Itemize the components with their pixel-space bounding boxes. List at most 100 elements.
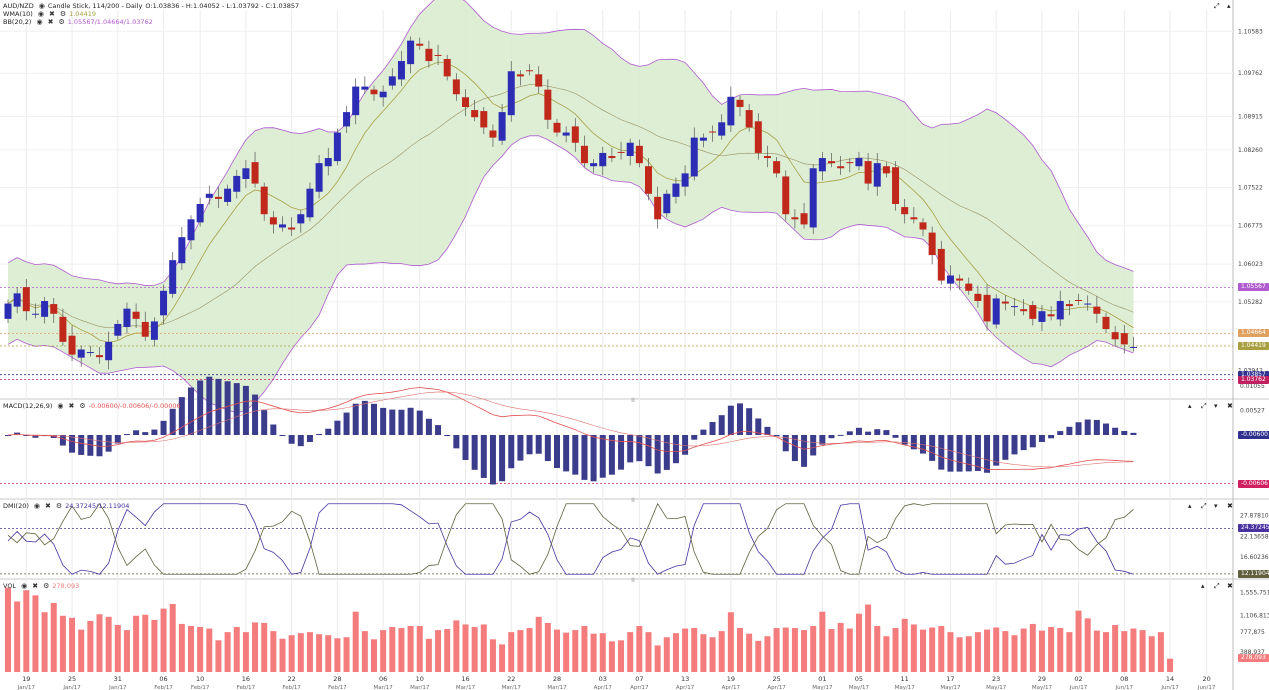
volume-bar (535, 616, 542, 672)
volume-bar (425, 638, 432, 672)
volume-tick-label: 388,937 (1240, 649, 1265, 656)
close-icon[interactable]: ✖ (47, 18, 54, 26)
dmi-label: DMI(20) (3, 502, 29, 510)
close-icon[interactable]: ✖ (44, 502, 51, 510)
volume-bar (87, 620, 94, 672)
volume-bar (1093, 630, 1100, 672)
close-icon[interactable]: ✖ (1227, 582, 1233, 590)
arrow-down-icon[interactable]: ▾ (1214, 402, 1218, 410)
close-icon[interactable]: ✖ (68, 402, 75, 410)
x-tick-month: Mar/17 (547, 685, 567, 690)
gear-icon[interactable]: ⚙ (43, 582, 50, 590)
x-tick-month: Mar/17 (410, 685, 430, 690)
x-tick-day: 13 (681, 675, 689, 683)
macd-signal-line (7, 391, 1134, 468)
volume-bar (398, 628, 405, 672)
macd-histogram-bar (645, 435, 652, 467)
macd-histogram-bar (224, 381, 231, 435)
gear-icon[interactable]: ⚙ (79, 402, 86, 410)
macd-histogram-bar (599, 435, 606, 478)
expand-icon[interactable]: ⤢ (1214, 582, 1220, 590)
close-icon[interactable]: ✖ (1227, 502, 1233, 510)
candle-body (526, 70, 534, 72)
volume-bar (1048, 627, 1055, 672)
volume-bar (984, 629, 991, 672)
macd-histogram-bar (407, 407, 414, 435)
x-tick-day: 01 (818, 675, 826, 683)
vol-header: VOL ◉ ✖ ⚙ 278,093 (3, 582, 82, 590)
volume-bar (700, 634, 707, 672)
dmi-panel[interactable] (0, 502, 1233, 575)
eye-icon[interactable]: ◉ (38, 2, 45, 10)
macd-panel[interactable] (0, 376, 1233, 485)
candle-body (718, 122, 726, 136)
macd-histogram-bar (334, 420, 341, 435)
x-tick-month: Apr/17 (630, 685, 649, 690)
volume-bar (636, 626, 643, 672)
drag-handle-icon: ⁞⁞ (631, 497, 635, 504)
candle-body (736, 99, 744, 107)
volume-bar (334, 638, 341, 672)
volume-bar (114, 624, 121, 672)
eye-icon[interactable]: ◉ (33, 502, 40, 510)
volume-panel[interactable] (5, 587, 1174, 672)
volume-bar (572, 630, 579, 672)
arrow-up-icon[interactable]: ▴ (1227, 2, 1231, 10)
macd-histogram-bar (288, 435, 295, 444)
x-tick-day: 20 (1203, 675, 1211, 683)
arrow-down-icon[interactable]: ▾ (1214, 502, 1218, 510)
expand-icon[interactable]: ⤢ (1201, 502, 1207, 510)
macd-histogram-bar (105, 435, 112, 452)
macd-histogram-bar (883, 430, 890, 435)
expand-icon[interactable]: ⤢ (1214, 2, 1220, 10)
volume-bar (627, 632, 634, 672)
candle-body (452, 79, 460, 95)
volume-bar (105, 616, 112, 672)
candle-body (571, 126, 579, 143)
close-icon[interactable]: ✖ (48, 10, 55, 18)
x-tick-day: 19 (22, 675, 30, 683)
volume-bar (50, 603, 57, 672)
volume-bar (32, 595, 39, 672)
macd-histogram-bar (242, 385, 249, 435)
eye-icon[interactable]: ◉ (36, 18, 43, 26)
candle-body (4, 303, 12, 319)
arrow-up-icon[interactable]: ▴ (1188, 402, 1192, 410)
gear-icon[interactable]: ⚙ (58, 18, 65, 26)
gear-icon[interactable]: ⚙ (59, 10, 67, 18)
macd-histogram-bar (828, 435, 835, 439)
volume-bar (1038, 630, 1045, 672)
candle-body (965, 283, 973, 291)
candle-body (1020, 309, 1028, 312)
expand-icon[interactable]: ⤢ (1201, 402, 1207, 410)
volume-tick-label: 777,875 (1240, 629, 1265, 636)
macd-line (7, 387, 1134, 470)
candle-body (782, 176, 790, 215)
gear-icon[interactable]: ⚙ (55, 502, 63, 510)
price-panel[interactable] (0, 0, 1233, 414)
macd-histogram-bar (343, 412, 350, 435)
x-tick-day: 28 (333, 675, 341, 683)
arrow-up-icon[interactable]: ▴ (1201, 582, 1205, 590)
candle-body (608, 156, 616, 159)
macd-histogram-bar (956, 435, 963, 472)
macd-histogram-bar (618, 435, 625, 470)
arrow-up-icon[interactable]: ▴ (1188, 502, 1192, 510)
close-icon[interactable]: ✖ (1227, 402, 1233, 410)
macd-histogram-bar (535, 435, 542, 454)
macd-histogram-bar (855, 427, 862, 435)
x-tick-day: 25 (68, 675, 76, 683)
macd-histogram-bar (261, 410, 268, 435)
eye-icon[interactable]: ◉ (37, 10, 44, 18)
close-icon[interactable]: ✖ (32, 582, 39, 590)
candle-body (343, 112, 351, 127)
candle-body (864, 161, 872, 184)
volume-bar (865, 604, 872, 672)
macd-histogram-bar (819, 435, 826, 445)
eye-icon[interactable]: ◉ (57, 402, 64, 410)
macd-histogram-bar (636, 435, 643, 462)
macd-histogram-bar (178, 397, 185, 435)
volume-bar (855, 613, 862, 672)
macd-histogram-bar (846, 431, 853, 435)
eye-icon[interactable]: ◉ (21, 582, 28, 590)
